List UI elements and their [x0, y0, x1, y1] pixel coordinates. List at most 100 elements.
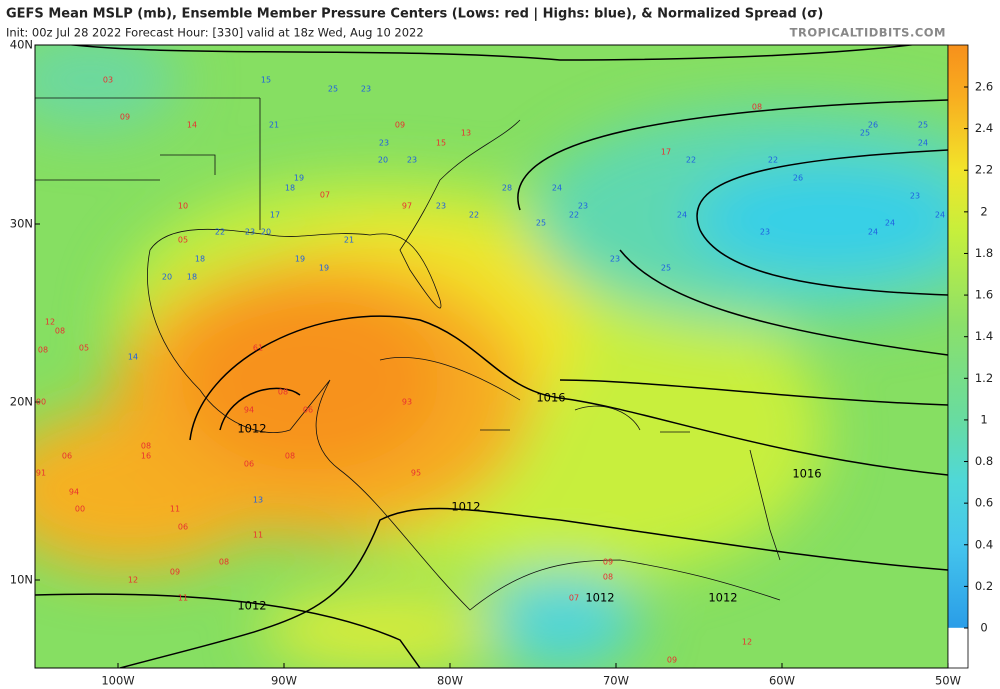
- high-center: 20: [162, 273, 172, 282]
- low-center: 94: [69, 488, 79, 497]
- low-center: 11: [170, 505, 180, 514]
- low-center: 08: [603, 573, 613, 582]
- low-center: 08: [219, 558, 229, 567]
- low-center: 11: [253, 531, 263, 540]
- high-center: 22: [768, 156, 778, 165]
- low-center: 97: [402, 202, 412, 211]
- high-center: 26: [868, 121, 878, 130]
- low-center: 05: [178, 236, 188, 245]
- low-center: 09: [603, 558, 613, 567]
- colorbar-label: 2.4: [975, 121, 993, 135]
- high-center: 17: [270, 211, 280, 220]
- low-center: 08: [278, 388, 288, 397]
- isobar-label: 1016: [536, 391, 565, 405]
- high-center: 22: [215, 228, 225, 237]
- isobar-label: 1016: [792, 467, 821, 481]
- title: GEFS Mean MSLP (mb), Ensemble Member Pre…: [6, 7, 823, 22]
- high-center: 18: [187, 273, 197, 282]
- lon-label: 100W: [101, 674, 134, 688]
- low-center: 00: [36, 398, 46, 407]
- high-center: 23: [407, 156, 417, 165]
- low-center: 09: [667, 656, 677, 665]
- colorbar-label: 0.8: [975, 454, 993, 468]
- high-center: 19: [294, 174, 304, 183]
- colorbar-label: 0.4: [975, 537, 993, 551]
- low-center: 08: [141, 442, 151, 451]
- low-center: 91: [36, 469, 46, 478]
- high-center: 23: [436, 202, 446, 211]
- high-center: 20: [261, 228, 271, 237]
- low-center: 94: [244, 406, 254, 415]
- colorbar-label: 1.8: [975, 246, 993, 260]
- high-center: 25: [661, 264, 671, 273]
- high-center: 18: [195, 255, 205, 264]
- high-center: 19: [295, 255, 305, 264]
- colorbar-label: 2.2: [975, 163, 993, 177]
- high-center: 26: [793, 174, 803, 183]
- high-center: 23: [361, 85, 371, 94]
- colorbar-label: 2.6: [975, 80, 993, 94]
- low-center: 11: [178, 594, 188, 603]
- high-center: 21: [344, 236, 354, 245]
- colorbar-label: 2: [980, 204, 987, 218]
- lon-label: 50W: [935, 674, 961, 688]
- isobar-label: 1012: [451, 500, 480, 514]
- low-center: 03: [103, 76, 113, 85]
- low-center: 06: [62, 452, 72, 461]
- high-center: 23: [578, 202, 588, 211]
- low-center: 08: [38, 346, 48, 355]
- low-center: 17: [661, 148, 671, 157]
- high-center: 24: [552, 184, 562, 193]
- lat-label: 40N: [10, 38, 33, 52]
- low-center: 12: [45, 318, 55, 327]
- high-center: 23: [760, 228, 770, 237]
- low-center: 00: [75, 505, 85, 514]
- high-center: 23: [610, 255, 620, 264]
- high-center: 25: [860, 129, 870, 138]
- high-center: 22: [569, 211, 579, 220]
- colorbar: [947, 44, 969, 669]
- high-center: 25: [328, 85, 338, 94]
- high-center: 20: [378, 156, 388, 165]
- low-center: 12: [742, 638, 752, 647]
- high-center: 23: [245, 228, 255, 237]
- lon-label: 70W: [603, 674, 629, 688]
- low-center: 09: [120, 113, 130, 122]
- isobar-label: 1012: [237, 422, 266, 436]
- colorbar-label: 0: [980, 621, 987, 635]
- isobar-label: 1012: [585, 591, 614, 605]
- low-center: 08: [285, 452, 295, 461]
- low-center: 95: [411, 469, 421, 478]
- high-center: 24: [677, 211, 687, 220]
- low-center: 07: [569, 594, 579, 603]
- high-center: 25: [536, 219, 546, 228]
- low-center: 13: [461, 129, 471, 138]
- colorbar-label: 0.6: [975, 496, 993, 510]
- low-center: 12: [128, 576, 138, 585]
- high-center: 28: [502, 184, 512, 193]
- lon-label: 80W: [437, 674, 463, 688]
- spread-field: [35, 45, 948, 668]
- isobar-label: 1012: [237, 599, 266, 613]
- high-center: 23: [910, 192, 920, 201]
- high-center: 22: [469, 211, 479, 220]
- subtitle: Init: 00z Jul 28 2022 Forecast Hour: [33…: [6, 26, 424, 40]
- lat-label: 10N: [10, 573, 33, 587]
- low-center: 06: [303, 406, 313, 415]
- low-center: 93: [402, 398, 412, 407]
- isobar-label: 1012: [708, 591, 737, 605]
- high-center: 24: [868, 228, 878, 237]
- high-center: 24: [918, 139, 928, 148]
- colorbar-label: 0.2: [975, 579, 993, 593]
- high-center: 24: [885, 219, 895, 228]
- high-center: 18: [285, 184, 295, 193]
- high-center: 23: [379, 139, 389, 148]
- low-center: 16: [141, 452, 151, 461]
- colorbar-label: 1: [980, 412, 987, 426]
- lon-label: 90W: [271, 674, 297, 688]
- low-center: 10: [178, 202, 188, 211]
- low-center: 14: [187, 121, 197, 130]
- low-center: 06: [178, 523, 188, 532]
- colorbar-label: 1.2: [975, 371, 993, 385]
